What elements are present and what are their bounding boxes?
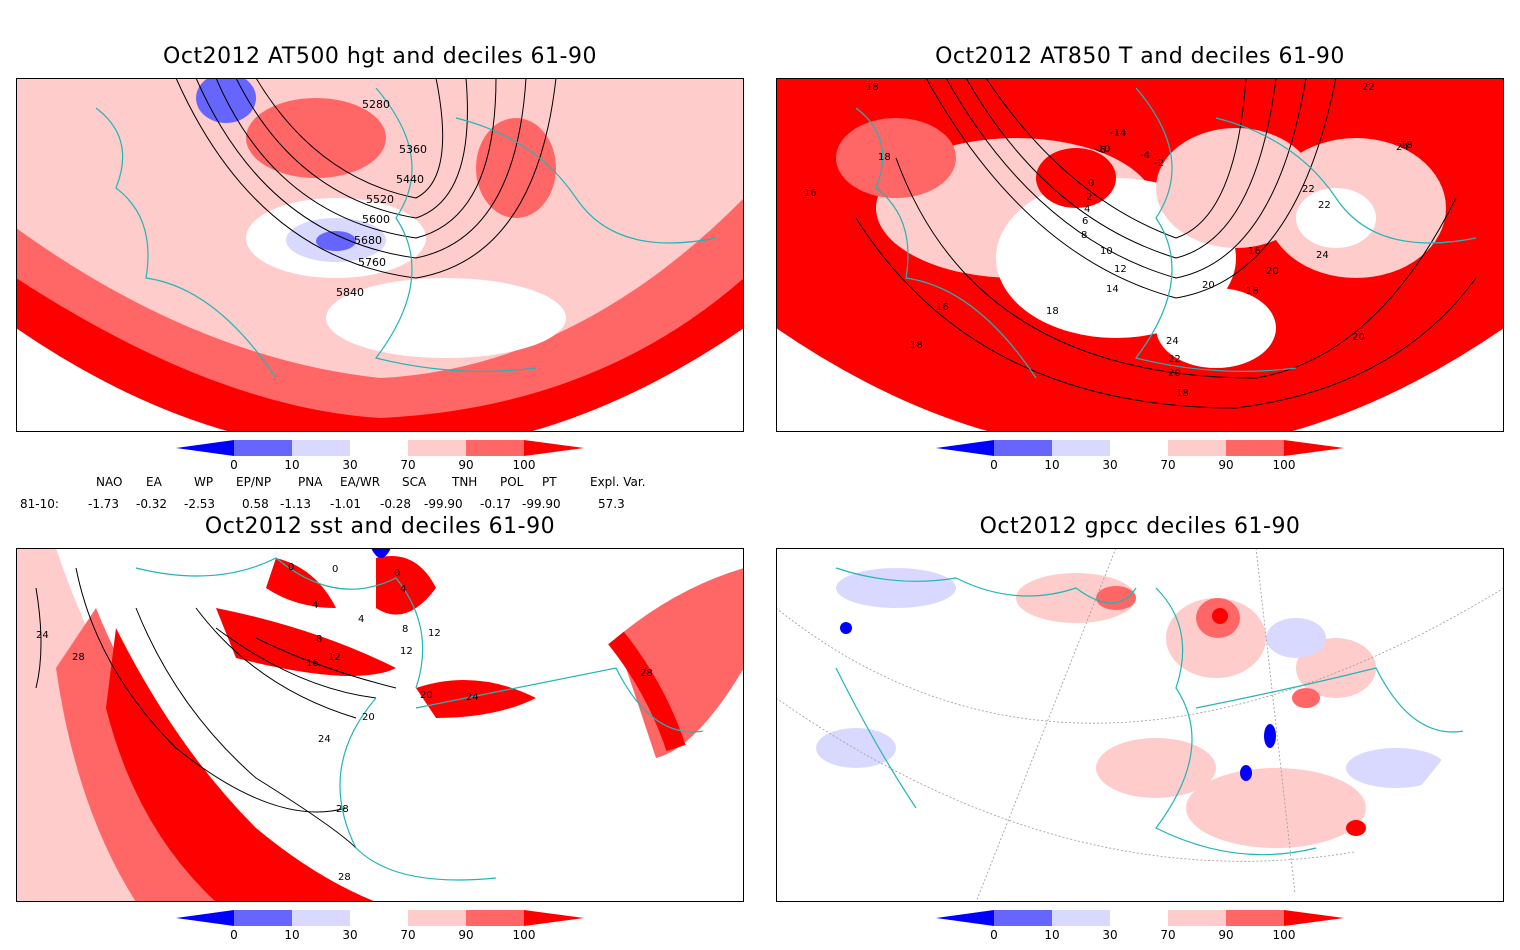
svg-text:4: 4 — [312, 600, 318, 611]
svg-text:0: 0 — [332, 564, 338, 575]
svg-text:18: 18 — [878, 152, 891, 163]
svg-text:5360: 5360 — [399, 143, 427, 156]
index-value-tnh: -99.90 — [424, 497, 463, 511]
svg-text:12: 12 — [1114, 264, 1127, 275]
index-header-epnp: EP/NP — [236, 475, 272, 489]
svg-text:18: 18 — [1246, 286, 1259, 297]
svg-text:20: 20 — [1202, 280, 1215, 291]
index-value-eawr: -1.01 — [330, 497, 362, 511]
colorbar-hgt: 0 10 30 70 90 100 — [176, 440, 596, 480]
index-value-expl-var: 57.3 — [598, 497, 625, 511]
panel-title-gpcc: Oct2012 gpcc deciles 61-90 — [979, 514, 1301, 539]
svg-text:22: 22 — [1168, 354, 1181, 365]
index-header-eawr: EA/WR — [340, 475, 381, 489]
colorbar-t850: 0 10 30 70 90 100 — [936, 440, 1356, 480]
index-header-wp: WP — [194, 475, 214, 489]
svg-text:16: 16 — [1248, 246, 1261, 257]
panel-title-t850: Oct2012 AT850 T and deciles 61-90 — [935, 44, 1345, 69]
index-header-ea: EA — [146, 475, 162, 489]
svg-text:8: 8 — [316, 634, 322, 645]
svg-text:12: 12 — [328, 652, 341, 663]
svg-text:10: 10 — [1100, 246, 1113, 257]
svg-text:5440: 5440 — [396, 173, 424, 186]
svg-text:5280: 5280 — [362, 98, 390, 111]
svg-text:22: 22 — [1318, 200, 1331, 211]
svg-text:5760: 5760 — [358, 256, 386, 269]
colorbar-sst: 0 10 30 70 90 100 — [176, 910, 596, 950]
svg-text:5600: 5600 — [362, 213, 390, 226]
svg-text:20: 20 — [1352, 332, 1365, 343]
index-value-sca: -0.28 — [380, 497, 412, 511]
colorbar-gpcc: 0 10 30 70 90 100 — [936, 910, 1356, 950]
svg-text:4: 4 — [358, 614, 364, 625]
svg-text:22: 22 — [1362, 82, 1375, 93]
svg-text:24: 24 — [1396, 142, 1409, 153]
map-panel-hgt: 5280 5360 5440 5520 5600 5680 5760 5840 — [16, 78, 744, 432]
panel-title-sst: Oct2012 sst and deciles 61-90 — [204, 514, 556, 539]
index-header-expl-var: Expl. Var. — [590, 475, 646, 489]
svg-text:20: 20 — [1168, 368, 1181, 379]
svg-text:12: 12 — [400, 646, 413, 657]
index-header-pol: POL — [500, 475, 524, 489]
svg-text:16: 16 — [936, 302, 949, 313]
svg-text:5520: 5520 — [366, 193, 394, 206]
svg-text:5840: 5840 — [336, 286, 364, 299]
svg-text:-2: -2 — [1154, 158, 1164, 169]
svg-text:24: 24 — [1166, 336, 1179, 347]
svg-text:18: 18 — [910, 340, 923, 351]
svg-text:18: 18 — [1400, 140, 1413, 151]
svg-text:18: 18 — [866, 82, 879, 93]
svg-text:0: 0 — [394, 568, 400, 579]
index-value-pol: -0.17 — [480, 497, 512, 511]
svg-text:16: 16 — [804, 188, 817, 199]
svg-text:12: 12 — [428, 628, 441, 639]
svg-text:0: 0 — [288, 562, 294, 573]
panel-title-hgt: Oct2012 AT500 hgt and deciles 61-90 — [163, 44, 597, 69]
index-row-label: 81-10: — [20, 497, 59, 511]
svg-text:24: 24 — [466, 692, 479, 703]
svg-text:14: 14 — [1106, 284, 1119, 295]
svg-text:0: 0 — [1088, 178, 1094, 189]
svg-text:28: 28 — [640, 668, 653, 679]
svg-text:-14: -14 — [1110, 128, 1126, 139]
svg-text:24: 24 — [318, 734, 331, 745]
svg-text:18: 18 — [1046, 306, 1059, 317]
index-value-pt: -99.90 — [522, 497, 561, 511]
svg-text:24: 24 — [1316, 250, 1329, 261]
svg-text:-4: -4 — [1140, 150, 1150, 161]
svg-text:20: 20 — [362, 712, 375, 723]
svg-text:5680: 5680 — [354, 234, 382, 247]
svg-text:20: 20 — [420, 690, 433, 701]
svg-text:8: 8 — [402, 624, 408, 635]
svg-text:22: 22 — [1302, 184, 1315, 195]
index-value-pna: -1.13 — [280, 497, 312, 511]
svg-text:28: 28 — [336, 804, 349, 815]
svg-text:24: 24 — [36, 630, 49, 641]
svg-text:28: 28 — [338, 872, 351, 883]
map-panel-t850: 18 18 16 -14 -10 -6 -4 -2 0 2 4 6 8 10 1… — [776, 78, 1504, 432]
index-value-wp: -2.53 — [184, 497, 216, 511]
index-header-nao: NAO — [96, 475, 123, 489]
svg-text:6: 6 — [1082, 216, 1088, 227]
svg-text:8: 8 — [1081, 230, 1087, 241]
index-header-tnh: TNH — [452, 475, 478, 489]
svg-text:-6: -6 — [1096, 145, 1106, 156]
index-header-sca: SCA — [402, 475, 427, 489]
svg-text:28: 28 — [72, 652, 85, 663]
index-header-pna: PNA — [298, 475, 323, 489]
map-panel-gpcc — [776, 548, 1504, 902]
map-panel-sst: 0 0 0 4 4 4 8 8 12 16 12 12 20 20 24 24 … — [16, 548, 744, 902]
svg-text:20: 20 — [1266, 266, 1279, 277]
svg-text:2: 2 — [1086, 192, 1092, 203]
svg-text:-10: -10 — [1094, 144, 1110, 155]
index-value-nao: -1.73 — [88, 497, 120, 511]
svg-text:16: 16 — [306, 658, 319, 669]
index-header-pt: PT — [542, 475, 557, 489]
svg-text:4: 4 — [400, 584, 406, 595]
index-value-ea: -0.32 — [136, 497, 168, 511]
index-value-epnp: 0.58 — [242, 497, 269, 511]
svg-text:18: 18 — [1176, 388, 1189, 399]
svg-text:4: 4 — [1084, 204, 1090, 215]
